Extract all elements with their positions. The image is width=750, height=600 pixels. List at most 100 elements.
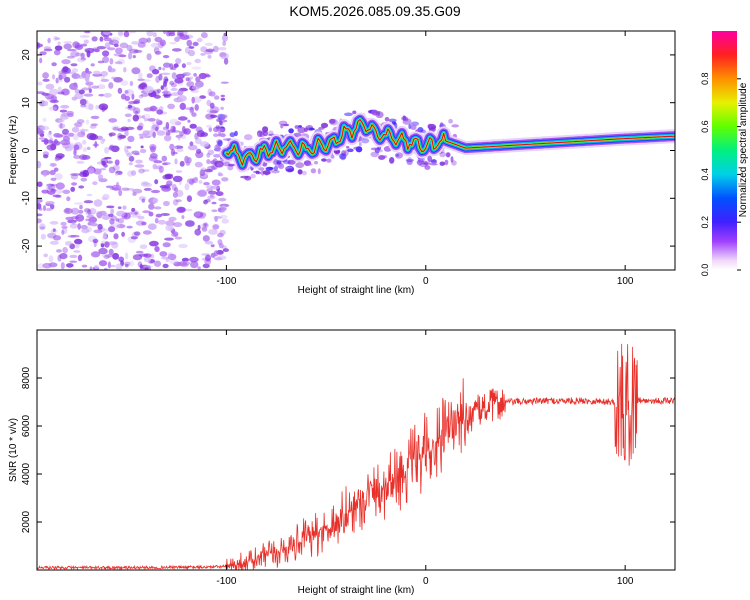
- noise-blob: [92, 143, 100, 147]
- noise-blob: [203, 182, 210, 186]
- noise-blob: [137, 215, 145, 220]
- noise-blob: [49, 137, 54, 144]
- ridge-halo-blob: [406, 159, 413, 165]
- noise-blob: [43, 205, 46, 212]
- noise-blob: [116, 210, 126, 217]
- noise-blob: [169, 143, 175, 151]
- noise-blob: [156, 130, 166, 136]
- noise-blob: [37, 43, 44, 48]
- ridge-halo-blob: [282, 159, 291, 165]
- noise-blob: [88, 88, 92, 93]
- noise-blob: [177, 116, 188, 121]
- noise-blob: [220, 97, 226, 101]
- ridge-halo-blob: [250, 173, 256, 179]
- noise-blob: [171, 130, 181, 133]
- noise-blob: [222, 34, 228, 42]
- noise-blob: [138, 82, 148, 90]
- noise-blob: [83, 200, 94, 204]
- ridge-halo-blob: [295, 162, 305, 169]
- noise-blob: [53, 49, 61, 56]
- noise-blob: [183, 128, 191, 135]
- noise-blob: [214, 257, 223, 261]
- noise-blob: [37, 81, 43, 86]
- noise-blob: [220, 205, 227, 212]
- noise-blob: [74, 243, 80, 249]
- noise-blob: [94, 264, 99, 270]
- noise-blob: [141, 198, 145, 203]
- noise-blob: [108, 166, 116, 174]
- noise-blob: [223, 57, 229, 65]
- noise-blob: [220, 81, 229, 84]
- noise-blob: [148, 211, 154, 217]
- noise-blob: [128, 31, 137, 34]
- noise-blob: [109, 187, 120, 191]
- ridge-halo-blob: [303, 160, 312, 167]
- heatmap-x-axis: -100 0 100: [216, 31, 634, 287]
- noise-blob: [47, 132, 53, 138]
- noise-blob: [37, 218, 42, 224]
- noise-blob: [142, 169, 150, 172]
- noise-blob: [194, 58, 201, 64]
- noise-blob: [75, 214, 85, 222]
- noise-blob: [205, 113, 215, 120]
- noise-blob: [124, 261, 131, 267]
- noise-blob: [186, 195, 192, 203]
- noise-blob: [63, 135, 70, 142]
- noise-blob: [160, 85, 164, 90]
- ridge-halo-blob: [427, 155, 433, 163]
- noise-blob: [111, 184, 122, 191]
- noise-blob: [176, 148, 184, 153]
- noise-blob: [40, 233, 47, 240]
- ridge-halo-blob: [265, 166, 274, 171]
- noise-blob: [84, 208, 91, 213]
- noise-blob: [146, 31, 154, 37]
- noise-blob: [89, 266, 93, 270]
- noise-blob: [50, 143, 57, 151]
- noise-blob: [191, 177, 199, 184]
- noise-blob: [221, 218, 229, 224]
- noise-blob: [113, 233, 119, 240]
- noise-blob: [177, 134, 181, 141]
- noise-blob: [79, 204, 83, 210]
- noise-blob: [143, 256, 151, 263]
- noise-blob: [43, 154, 49, 159]
- noise-blob: [117, 206, 122, 209]
- noise-blob: [45, 83, 55, 90]
- noise-blob: [88, 217, 97, 224]
- noise-blob: [124, 95, 131, 102]
- noise-blob: [49, 240, 59, 245]
- noise-blob: [86, 146, 91, 150]
- noise-blob: [176, 34, 180, 41]
- noise-blob: [49, 99, 59, 104]
- noise-blob: [162, 126, 170, 131]
- noise-blob: [200, 46, 208, 53]
- ridge-band-layer-6: [225, 119, 675, 166]
- noise-blob: [207, 165, 216, 171]
- noise-blob: [82, 169, 90, 177]
- noise-blob: [178, 130, 184, 136]
- ridge-halo-blob: [271, 169, 280, 174]
- noise-blob: [159, 169, 164, 174]
- heatmap-ytick-label: 20: [21, 49, 32, 61]
- noise-blob: [113, 43, 119, 48]
- noise-blob: [154, 217, 159, 224]
- noise-blob: [117, 58, 125, 65]
- ridge-halo-blob: [444, 159, 449, 166]
- ridge-halo-blob: [320, 122, 329, 128]
- noise-blob: [179, 160, 185, 167]
- noise-blob: [52, 194, 61, 198]
- noise-blob: [66, 196, 71, 202]
- noise-blob: [132, 114, 139, 122]
- noise-blob: [108, 82, 114, 89]
- noise-blob: [217, 232, 224, 238]
- ridge-halo-blob: [328, 118, 336, 124]
- noise-blob: [120, 260, 124, 267]
- noise-blob: [121, 187, 130, 191]
- ridge-halo-blob: [314, 161, 318, 165]
- noise-blob: [168, 32, 176, 37]
- heatmap-ytick-label: -10: [21, 191, 32, 206]
- colorbar-tick-label: 0.0: [700, 264, 710, 277]
- noise-blob: [61, 67, 71, 74]
- noise-blob: [160, 72, 171, 76]
- noise-blob: [161, 155, 168, 162]
